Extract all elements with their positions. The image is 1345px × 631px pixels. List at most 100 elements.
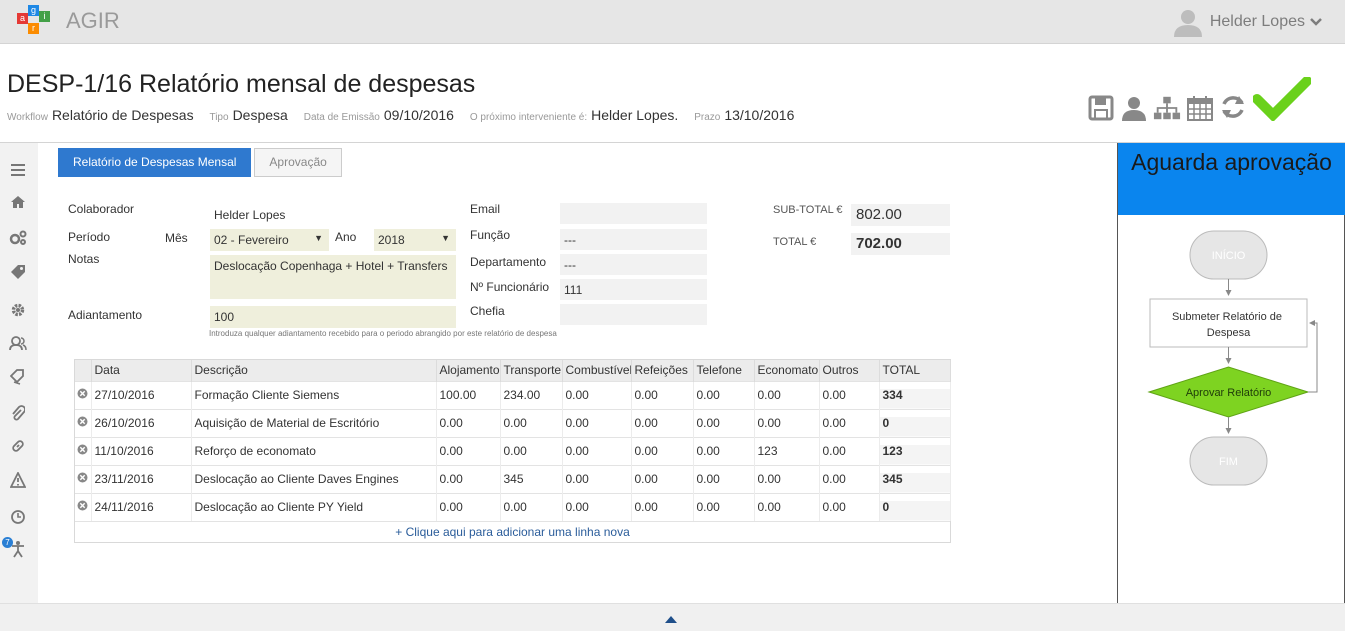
calendar-icon[interactable] — [1186, 91, 1214, 121]
home-icon[interactable] — [8, 192, 28, 212]
cell-data[interactable]: 23/11/2016 — [91, 464, 192, 493]
column-header[interactable]: Combustível — [562, 360, 632, 381]
user-menu[interactable]: Helder Lopes — [1172, 7, 1323, 37]
cell-combustivel[interactable]: 0.00 — [562, 380, 632, 409]
cell-descricao[interactable]: Formação Cliente Siemens — [191, 380, 437, 409]
cell-economato[interactable]: 0.00 — [754, 408, 820, 437]
user-icon[interactable] — [1120, 91, 1148, 121]
column-header[interactable]: Alojamento — [436, 360, 501, 381]
refresh-icon[interactable] — [1219, 91, 1247, 121]
accessibility-icon[interactable] — [8, 539, 28, 559]
cell-telefone[interactable]: 0.00 — [693, 492, 755, 521]
cell-transporte[interactable]: 0.00 — [500, 436, 563, 465]
cell-transporte[interactable]: 0.00 — [500, 408, 563, 437]
cell-refeicoes[interactable]: 0.00 — [631, 436, 694, 465]
cell-data[interactable]: 11/10/2016 — [91, 436, 192, 465]
cell-economato[interactable]: 123 — [754, 436, 820, 465]
colaborador-label: Colaborador — [68, 202, 135, 216]
submit-node[interactable] — [1149, 298, 1308, 348]
cell-outros[interactable]: 0.00 — [819, 464, 880, 493]
funcao-field[interactable]: --- — [560, 229, 707, 250]
cell-refeicoes[interactable]: 0.00 — [631, 408, 694, 437]
cell-transporte[interactable]: 0.00 — [500, 492, 563, 521]
menu-icon[interactable] — [8, 160, 28, 180]
cell-alojamento[interactable]: 0.00 — [436, 408, 501, 437]
end-node[interactable] — [1189, 436, 1268, 486]
cell-alojamento[interactable]: 0.00 — [436, 464, 501, 493]
cell-refeicoes[interactable]: 0.00 — [631, 464, 694, 493]
cell-combustivel[interactable]: 0.00 — [562, 436, 632, 465]
departamento-field[interactable]: --- — [560, 254, 707, 275]
collapse-up-icon[interactable] — [665, 616, 677, 623]
clock-icon[interactable] — [8, 507, 28, 527]
cell-transporte[interactable]: 234.00 — [500, 380, 563, 409]
cell-combustivel[interactable]: 0.00 — [562, 492, 632, 521]
cell-outros[interactable]: 0.00 — [819, 436, 880, 465]
cell-alojamento[interactable]: 0.00 — [436, 492, 501, 521]
cell-telefone[interactable]: 0.00 — [693, 380, 755, 409]
link-icon[interactable] — [8, 436, 28, 456]
cell-telefone[interactable]: 0.00 — [693, 408, 755, 437]
adiantamento-input[interactable]: 100 — [210, 306, 456, 328]
column-header[interactable]: Descrição — [191, 360, 437, 381]
app-logo[interactable]: a g i r — [17, 5, 53, 35]
column-header[interactable]: Economato — [754, 360, 820, 381]
user-name: Helder Lopes — [1209, 13, 1305, 30]
chefia-field[interactable] — [560, 304, 707, 325]
cell-outros[interactable]: 0.00 — [819, 492, 880, 521]
paperclip-icon[interactable] — [8, 403, 28, 423]
ano-select[interactable]: 2018 ▼ — [374, 229, 456, 251]
tab-relatorio[interactable]: Relatório de Despesas Mensal — [58, 148, 252, 177]
notas-textarea[interactable]: Deslocação Copenhaga + Hotel + Transfers — [210, 255, 456, 299]
column-header[interactable]: Outros — [819, 360, 880, 381]
cell-combustivel[interactable]: 0.00 — [562, 408, 632, 437]
email-field[interactable] — [560, 203, 707, 224]
delete-row-icon[interactable] — [75, 436, 92, 465]
warning-icon[interactable] — [8, 470, 28, 490]
cell-telefone[interactable]: 0.00 — [693, 464, 755, 493]
delete-row-icon[interactable] — [75, 408, 92, 437]
approve-check-icon[interactable] — [1252, 75, 1312, 121]
emissao-label: Data de Emissão — [303, 112, 380, 123]
cell-data[interactable]: 26/10/2016 — [91, 408, 192, 437]
org-chart-icon[interactable] — [1153, 91, 1181, 121]
cell-economato[interactable]: 0.00 — [754, 464, 820, 493]
cell-transporte[interactable]: 345 — [500, 464, 563, 493]
gear-icon[interactable] — [8, 300, 28, 320]
cell-data[interactable]: 27/10/2016 — [91, 380, 192, 409]
colaborador-field[interactable]: Helder Lopes — [214, 208, 286, 222]
delete-row-icon[interactable] — [75, 464, 92, 493]
cell-outros[interactable]: 0.00 — [819, 380, 880, 409]
save-icon[interactable] — [1087, 91, 1115, 121]
cell-outros[interactable]: 0.00 — [819, 408, 880, 437]
delete-row-icon[interactable] — [75, 492, 92, 521]
cell-descricao[interactable]: Deslocação ao Cliente Daves Engines — [191, 464, 437, 493]
cell-economato[interactable]: 0.00 — [754, 380, 820, 409]
tag-icon[interactable] — [8, 262, 28, 282]
cell-economato[interactable]: 0.00 — [754, 492, 820, 521]
cell-combustivel[interactable]: 0.00 — [562, 464, 632, 493]
column-header[interactable]: Data — [91, 360, 192, 381]
tab-aprovacao[interactable]: Aprovação — [254, 148, 342, 177]
delete-row-icon[interactable] — [75, 380, 92, 409]
users-icon[interactable] — [8, 333, 28, 353]
column-header[interactable]: Refeições — [631, 360, 694, 381]
cell-alojamento[interactable]: 100.00 — [436, 380, 501, 409]
notas-label: Notas — [68, 252, 100, 266]
cell-descricao[interactable]: Aquisição de Material de Escritório — [191, 408, 437, 437]
cell-descricao[interactable]: Reforço de economato — [191, 436, 437, 465]
cogs-icon[interactable] — [8, 228, 28, 248]
cell-data[interactable]: 24/11/2016 — [91, 492, 192, 521]
add-row-link[interactable]: + Clique aqui para adicionar uma linha n… — [75, 521, 950, 542]
tags-icon[interactable] — [8, 367, 28, 387]
cell-alojamento[interactable]: 0.00 — [436, 436, 501, 465]
cell-refeicoes[interactable]: 0.00 — [631, 380, 694, 409]
column-header[interactable]: TOTAL — [879, 360, 951, 381]
mes-select[interactable]: 02 - Fevereiro ▼ — [210, 229, 329, 251]
column-header[interactable]: Telefone — [693, 360, 755, 381]
funcionario-field[interactable]: 111 — [560, 279, 707, 300]
cell-descricao[interactable]: Deslocação ao Cliente PY Yield — [191, 492, 437, 521]
cell-telefone[interactable]: 0.00 — [693, 436, 755, 465]
column-header[interactable]: Transporte — [500, 360, 563, 381]
cell-refeicoes[interactable]: 0.00 — [631, 492, 694, 521]
